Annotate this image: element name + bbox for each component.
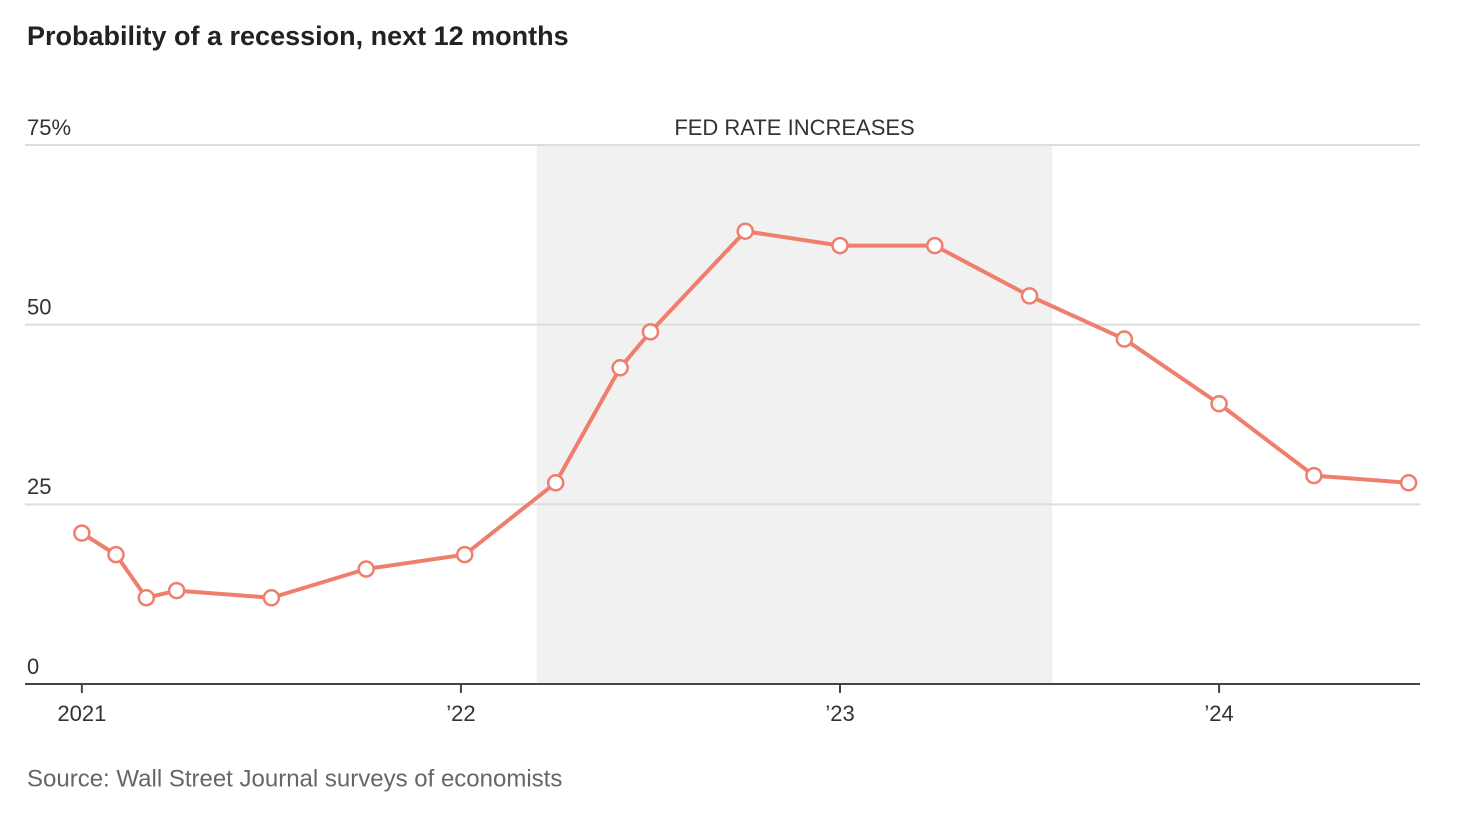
x-tick-label: ’22 — [446, 701, 475, 726]
y-tick-label: 50 — [27, 294, 51, 319]
data-point — [546, 474, 565, 492]
data-point — [107, 545, 125, 564]
shaded-label: FED RATE INCREASES — [674, 115, 914, 140]
data-point — [1020, 287, 1039, 305]
data-point — [831, 236, 849, 255]
data-point — [1305, 466, 1323, 485]
chart-title: Probability of a recession, next 12 mont… — [27, 21, 569, 51]
x-tick-label: ’24 — [1204, 701, 1233, 726]
data-point — [926, 236, 944, 255]
data-point — [1115, 330, 1134, 348]
data-point — [137, 589, 156, 607]
data-point — [1399, 474, 1418, 492]
data-point — [611, 359, 629, 377]
source-note: Source: Wall Street Journal surveys of e… — [27, 765, 562, 792]
shaded-region — [536, 145, 1053, 684]
data-point — [262, 589, 281, 607]
data-point — [357, 560, 375, 578]
x-tick-label: ’23 — [825, 701, 854, 726]
data-point — [1210, 394, 1228, 413]
data-point — [455, 545, 474, 564]
y-tick-label: 75% — [27, 115, 71, 140]
x-tick-label: 2021 — [57, 701, 106, 726]
data-point — [73, 524, 91, 542]
data-point — [167, 581, 186, 600]
y-tick-label: 25 — [27, 474, 51, 499]
y-tick-label: 0 — [27, 654, 39, 679]
data-point — [641, 323, 660, 341]
data-point — [736, 222, 754, 240]
